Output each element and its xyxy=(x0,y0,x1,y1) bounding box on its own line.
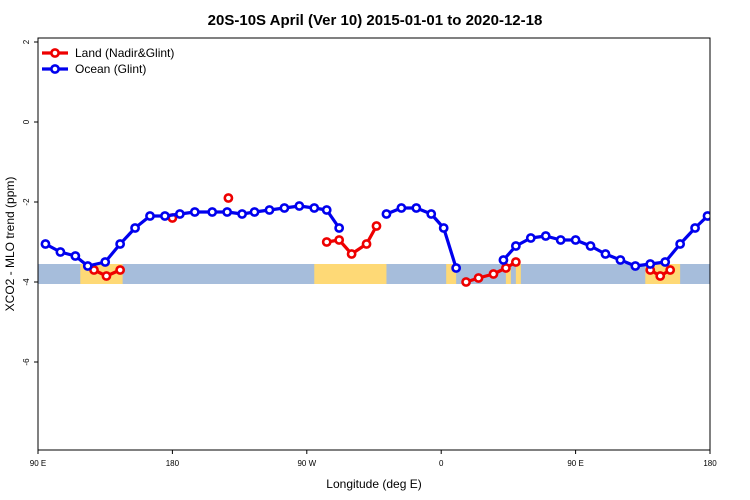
data-point xyxy=(702,211,710,221)
data-point xyxy=(101,271,112,281)
data-point xyxy=(525,233,536,243)
data-point xyxy=(100,257,111,267)
y-axis-label: XCO2 - MLO trend (ppm) xyxy=(3,177,17,312)
data-point xyxy=(115,239,126,249)
data-point xyxy=(346,249,357,259)
x-axis-label: Longitude (deg E) xyxy=(326,477,421,491)
data-point xyxy=(334,223,345,233)
data-point xyxy=(222,207,233,217)
legend-marker xyxy=(50,64,60,74)
data-point xyxy=(600,249,611,259)
data-point xyxy=(207,207,218,217)
data-point xyxy=(645,259,656,269)
legend-entry-label: Ocean (Glint) xyxy=(75,62,146,76)
data-point xyxy=(237,209,247,219)
data-point xyxy=(321,205,332,215)
data-point xyxy=(660,257,671,267)
data-point xyxy=(690,223,700,233)
data-point xyxy=(82,261,93,271)
data-point xyxy=(426,209,437,219)
data-point xyxy=(510,241,521,251)
x-tick-label: 0 xyxy=(439,459,444,468)
land-band-segment xyxy=(515,264,521,284)
data-point xyxy=(411,203,422,213)
data-point xyxy=(371,221,382,231)
series-ocean xyxy=(40,201,710,273)
x-tick-label: 180 xyxy=(166,459,180,468)
y-tick-label: -2 xyxy=(22,198,31,206)
land-band-segment xyxy=(505,264,511,284)
data-point xyxy=(223,193,234,203)
data-point xyxy=(115,265,126,275)
series-line xyxy=(502,214,710,268)
data-point xyxy=(264,205,275,215)
data-point xyxy=(540,231,551,241)
data-point xyxy=(570,235,581,245)
data-point xyxy=(501,263,511,273)
data-point xyxy=(498,255,509,265)
y-tick-label: 2 xyxy=(22,39,31,44)
y-tick-label: 0 xyxy=(22,119,31,124)
data-point xyxy=(665,265,676,275)
x-axis: 90 E 180 90 W 0 90 E 180 xyxy=(30,450,717,468)
data-point xyxy=(555,235,566,245)
data-point xyxy=(381,209,392,219)
data-point xyxy=(361,239,372,249)
data-point xyxy=(174,209,185,219)
data-point xyxy=(334,235,345,245)
data-point xyxy=(615,255,626,265)
land-band-segment xyxy=(446,264,457,284)
data-point xyxy=(655,271,666,281)
y-tick-label: -6 xyxy=(22,358,31,366)
data-point xyxy=(160,211,170,221)
plot-area-frame xyxy=(37,37,711,451)
data-point xyxy=(438,223,449,233)
data-point xyxy=(309,203,320,213)
data-point xyxy=(451,263,462,273)
chart-title: 20S-10S April (Ver 10) 2015-01-01 to 202… xyxy=(208,12,543,29)
series-layer xyxy=(40,193,710,287)
data-point xyxy=(461,277,471,287)
x-tick-label: 180 xyxy=(703,459,717,468)
data-point xyxy=(279,203,290,213)
data-point xyxy=(488,269,499,279)
data-point xyxy=(55,247,66,257)
legend: Land (Nadir&Glint) Ocean (Glint) xyxy=(42,46,174,76)
legend-entry-label: Land (Nadir&Glint) xyxy=(75,46,174,60)
data-point xyxy=(396,203,407,213)
data-point xyxy=(294,201,305,211)
land-ocean-band xyxy=(38,264,710,284)
data-point xyxy=(510,257,521,267)
data-point xyxy=(145,211,155,221)
data-point xyxy=(585,241,596,251)
x-tick-label: 90 E xyxy=(567,459,583,468)
legend-marker xyxy=(50,48,60,58)
data-point xyxy=(321,237,332,247)
y-axis: 2 0 -2 -4 -6 xyxy=(22,39,38,366)
data-point xyxy=(70,251,81,261)
data-point xyxy=(630,261,641,271)
y-tick-label: -4 xyxy=(22,278,31,286)
land-band-segment xyxy=(314,264,387,284)
x-tick-label: 90 E xyxy=(30,459,46,468)
data-point xyxy=(189,207,200,217)
data-point xyxy=(675,239,686,249)
data-point xyxy=(473,273,484,283)
data-point xyxy=(40,239,51,249)
x-tick-label: 90 W xyxy=(297,459,316,468)
data-point xyxy=(249,207,260,217)
data-point xyxy=(130,223,140,233)
